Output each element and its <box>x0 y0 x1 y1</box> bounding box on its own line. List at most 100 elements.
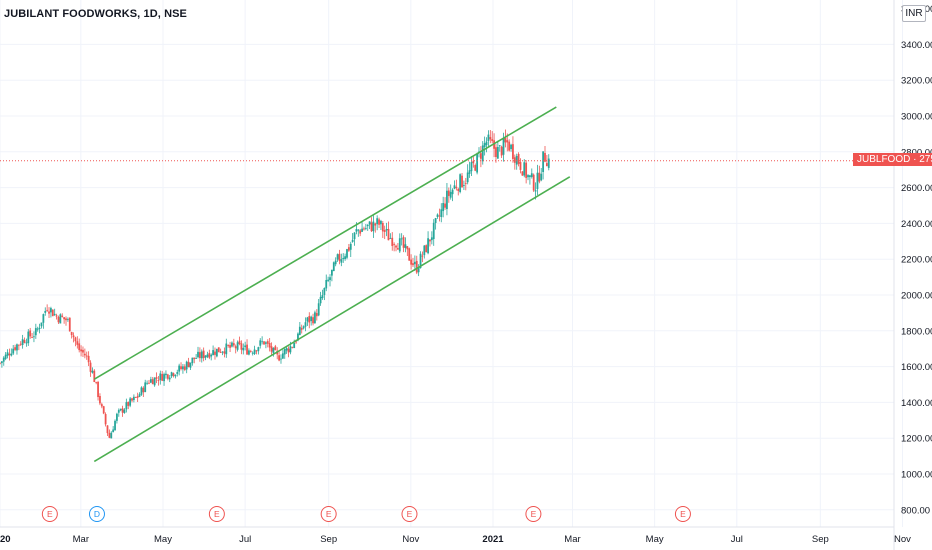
candle-body <box>321 295 324 299</box>
candle-body <box>298 326 301 335</box>
event-marker-label: E <box>531 509 537 519</box>
earnings-marker[interactable] <box>525 506 542 522</box>
candle-body <box>291 347 294 349</box>
candle-body <box>127 401 130 406</box>
candle-body <box>87 355 90 363</box>
candle-body <box>246 344 248 355</box>
candle-body <box>312 317 314 324</box>
candle-body <box>506 140 509 143</box>
event-marker-label: D <box>94 509 100 519</box>
dividend-marker[interactable] <box>88 506 105 522</box>
earnings-marker[interactable] <box>41 506 58 522</box>
candle-body <box>106 425 109 434</box>
candle-body <box>214 351 216 355</box>
price-tick-label: 2200.00 <box>901 255 932 266</box>
candle-body <box>340 259 343 263</box>
candle-body <box>463 185 465 186</box>
candle-body <box>74 337 77 342</box>
candle-body <box>266 341 269 344</box>
candle-body <box>57 317 60 323</box>
candle-body <box>483 143 486 148</box>
candle-body <box>449 191 452 198</box>
candle-body <box>508 141 511 151</box>
candle-body <box>444 203 446 208</box>
candle-body <box>293 342 296 349</box>
candle-body <box>429 239 431 242</box>
candle-body <box>406 246 409 250</box>
candle-body <box>166 374 169 379</box>
time-tick-label: Nov <box>894 534 911 545</box>
candle-body <box>534 190 537 192</box>
earnings-marker[interactable] <box>208 506 225 522</box>
candle-body <box>436 214 439 217</box>
candle-body <box>72 335 75 338</box>
candle-body <box>136 396 139 398</box>
candle-body <box>217 347 220 353</box>
trend-channel[interactable] <box>93 106 571 463</box>
earnings-marker[interactable] <box>320 506 337 522</box>
candle-body <box>55 315 58 317</box>
candle-body <box>461 175 463 188</box>
candle-body <box>4 354 7 359</box>
earnings-marker[interactable] <box>674 506 691 522</box>
candle-body <box>108 432 111 438</box>
candle-body <box>257 347 260 352</box>
candle-body <box>532 174 535 191</box>
candle-body <box>393 244 396 245</box>
candle-body <box>59 314 62 324</box>
price-tick-label: 2600.00 <box>901 183 932 194</box>
candle-body <box>402 237 405 248</box>
candle-body <box>349 243 352 250</box>
candle-body <box>442 203 445 212</box>
symbol-label: JUBLFOOD <box>857 154 911 165</box>
candle-body <box>268 342 271 348</box>
candle-body <box>70 331 73 336</box>
earnings-marker[interactable] <box>401 506 418 522</box>
candle-body <box>50 308 52 313</box>
candle-body <box>99 396 101 404</box>
price-tick-label: 800.00 <box>901 505 930 516</box>
candle-body <box>510 144 512 150</box>
candle-body <box>234 346 237 349</box>
candle-body <box>53 313 56 316</box>
channel-line-lower[interactable] <box>93 176 571 463</box>
time-tick-label: Jul <box>731 534 743 545</box>
candle-body <box>530 173 533 177</box>
candle-body <box>182 366 184 370</box>
candle-body <box>117 410 120 413</box>
channel-line-upper[interactable] <box>93 106 557 380</box>
candle-body <box>404 244 407 249</box>
candle-body <box>206 354 209 357</box>
candle-body <box>121 408 124 413</box>
candle-body <box>327 279 330 281</box>
candle-body <box>263 341 265 345</box>
price-tick-label: 2000.00 <box>901 291 932 302</box>
candle-body <box>151 379 154 385</box>
candle-body <box>23 340 26 343</box>
candle-body <box>119 408 122 411</box>
candle-body <box>238 340 241 345</box>
price-tick-label: 1200.00 <box>901 434 932 445</box>
candle-body <box>236 342 239 350</box>
candle-body <box>144 382 147 393</box>
time-axis[interactable]: 2020 Mar May Jul Sep Nov 2021 Mar May Jul Sep Nov <box>0 534 911 545</box>
currency-button[interactable]: INR <box>902 5 926 22</box>
candle-body <box>8 353 11 356</box>
candle-body <box>168 377 171 380</box>
candle-body <box>378 219 380 225</box>
candle-body <box>125 402 128 410</box>
price-axis[interactable]: 800.00 1000.00 1200.00 1400.00 1600.00 1800.0… <box>901 4 932 516</box>
candle-body <box>219 351 222 353</box>
candle-body <box>197 351 199 358</box>
candle-body <box>215 348 218 357</box>
candle-body <box>295 341 297 343</box>
candle-body <box>314 312 316 324</box>
candle-body <box>80 349 82 352</box>
chart-title: JUBILANT FOODWORKS, 1D, NSE <box>4 8 187 20</box>
time-tick-label: Mar <box>564 534 580 545</box>
candle-body <box>249 351 252 352</box>
candle-body <box>272 347 275 354</box>
candle-body <box>331 269 333 276</box>
